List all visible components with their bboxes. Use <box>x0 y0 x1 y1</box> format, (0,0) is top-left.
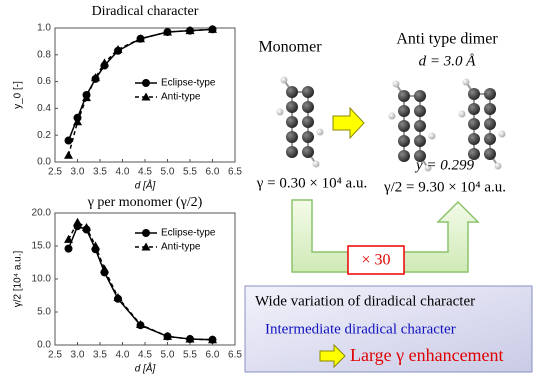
x-tick-label: 3.5 <box>93 167 107 178</box>
summary-line: Large γ enhancement <box>350 345 504 365</box>
marker <box>142 229 150 237</box>
y-tick-label: 5.0 <box>37 307 51 318</box>
y-tick-label: 0.8 <box>37 49 51 60</box>
y-tick-label: 0.4 <box>37 103 51 114</box>
legend-label: Eclipse-type <box>161 228 216 239</box>
figure: Diradical character 2.5 3.0 3.5 4.0 4.5 5.0 5.5… <box>0 0 537 376</box>
summary-line: Intermediate diradical character <box>265 321 456 337</box>
x-tick-label: 2.5 <box>48 167 62 178</box>
charts: Diradical character 2.5 3.0 3.5 4.0 4.5 5.0 5.5… <box>13 4 243 374</box>
dimer-label: Anti type dimer <box>396 31 498 48</box>
y-tick-label: 0.6 <box>37 76 51 87</box>
legend-label: Anti-type <box>161 242 201 253</box>
distance-label: d = 3.0 Å <box>419 53 477 69</box>
factor: × 30 <box>361 252 390 269</box>
marker <box>64 151 73 159</box>
y-tick-label: 10.0 <box>32 274 52 285</box>
x-axis-label: d [Å] <box>135 179 156 192</box>
x-tick-label: 6.5 <box>228 167 242 178</box>
y-tick-label: 1.0 <box>37 23 51 34</box>
x-tick-label: 4.0 <box>116 167 130 178</box>
chart-title: Diradical character <box>92 4 199 19</box>
x-tick-label: 6.0 <box>206 167 220 178</box>
y-tick-label: 15.0 <box>32 241 52 252</box>
x-tick-label: 3.0 <box>71 350 85 361</box>
y-axis-label: γ/2 [10⁴ a.u.] <box>13 251 24 308</box>
y-tick-label: 0.2 <box>37 130 51 141</box>
x-tick-label: 3.0 <box>71 167 85 178</box>
marker <box>82 223 91 231</box>
y-tick-label: 0.0 <box>37 340 51 351</box>
marker <box>65 245 73 253</box>
arrow <box>333 108 364 138</box>
x-tick-label: 4.5 <box>138 167 152 178</box>
marker <box>73 218 82 226</box>
summary-title: Wide variation of diradical character <box>255 293 475 309</box>
x-tick-label: 4.0 <box>116 350 130 361</box>
x-axis-label: d [Å] <box>135 362 156 375</box>
marker <box>142 79 150 87</box>
dimer-y: y = 0.299 <box>414 157 475 173</box>
x-tick-label: 5.0 <box>161 350 175 361</box>
dimer-molecule <box>459 79 506 170</box>
marker <box>65 137 73 145</box>
monomer-label: Monomer <box>258 39 322 56</box>
x-tick-label: 5.5 <box>183 167 197 178</box>
legend-label: Eclipse-type <box>161 78 216 89</box>
y-axis-label: y_0 [-] <box>13 81 24 109</box>
dimer-gamma: γ/2 = 9.30 × 10⁴ a.u. <box>383 179 506 195</box>
x-tick-label: 2.5 <box>48 350 62 361</box>
x-tick-label: 6.0 <box>206 350 220 361</box>
chart-title: γ per monomer (γ/2) <box>87 195 203 210</box>
x-tick-label: 4.5 <box>138 350 152 361</box>
monomer-gamma: γ = 0.30 × 10⁴ a.u. <box>256 175 367 191</box>
legend-label: Anti-type <box>161 92 201 103</box>
x-tick-label: 6.5 <box>228 350 242 361</box>
x-tick-label: 5.5 <box>183 350 197 361</box>
monomer-molecule <box>277 77 324 168</box>
x-tick-label: 5.0 <box>161 167 175 178</box>
y-tick-label: 0.0 <box>37 157 51 168</box>
y-tick-label: 20.0 <box>32 208 52 219</box>
x-tick-label: 3.5 <box>93 350 107 361</box>
